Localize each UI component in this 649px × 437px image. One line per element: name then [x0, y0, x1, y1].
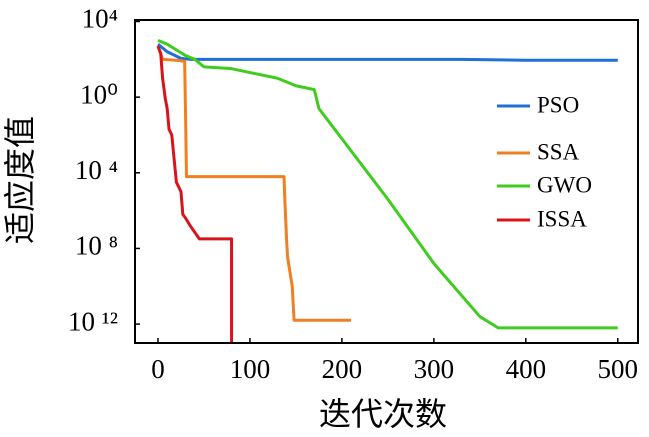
- plot-area: [156, 39, 618, 343]
- x-tick-label: 100: [230, 354, 271, 384]
- x-tick-label: 200: [322, 354, 363, 384]
- legend-label: ISSA: [537, 206, 587, 231]
- series-line: [156, 45, 352, 322]
- x-tick-label: 300: [414, 354, 455, 384]
- x-tick-label: 500: [598, 354, 639, 384]
- legend-label: SSA: [537, 139, 580, 164]
- x-tick-label: 400: [506, 354, 547, 384]
- legend-label: PSO: [537, 92, 579, 117]
- x-tick-label: 0: [151, 354, 165, 384]
- x-axis-label: 迭代次数: [319, 395, 447, 433]
- series-line: [157, 43, 618, 62]
- y-tick-label: 10⁰: [80, 79, 118, 109]
- legend-label: GWO: [537, 172, 592, 197]
- plot-frame: [134, 19, 639, 344]
- series-line: [156, 45, 234, 343]
- y-tick-label: 10 ⁴: [75, 155, 118, 185]
- y-tick-label: 10 ¹²: [68, 306, 118, 336]
- y-tick-label: 10⁴: [82, 4, 118, 34]
- y-axis-label: 适应度值: [1, 116, 39, 244]
- y-tick-label: 10 ⁸: [75, 231, 118, 261]
- series-line: [157, 39, 618, 330]
